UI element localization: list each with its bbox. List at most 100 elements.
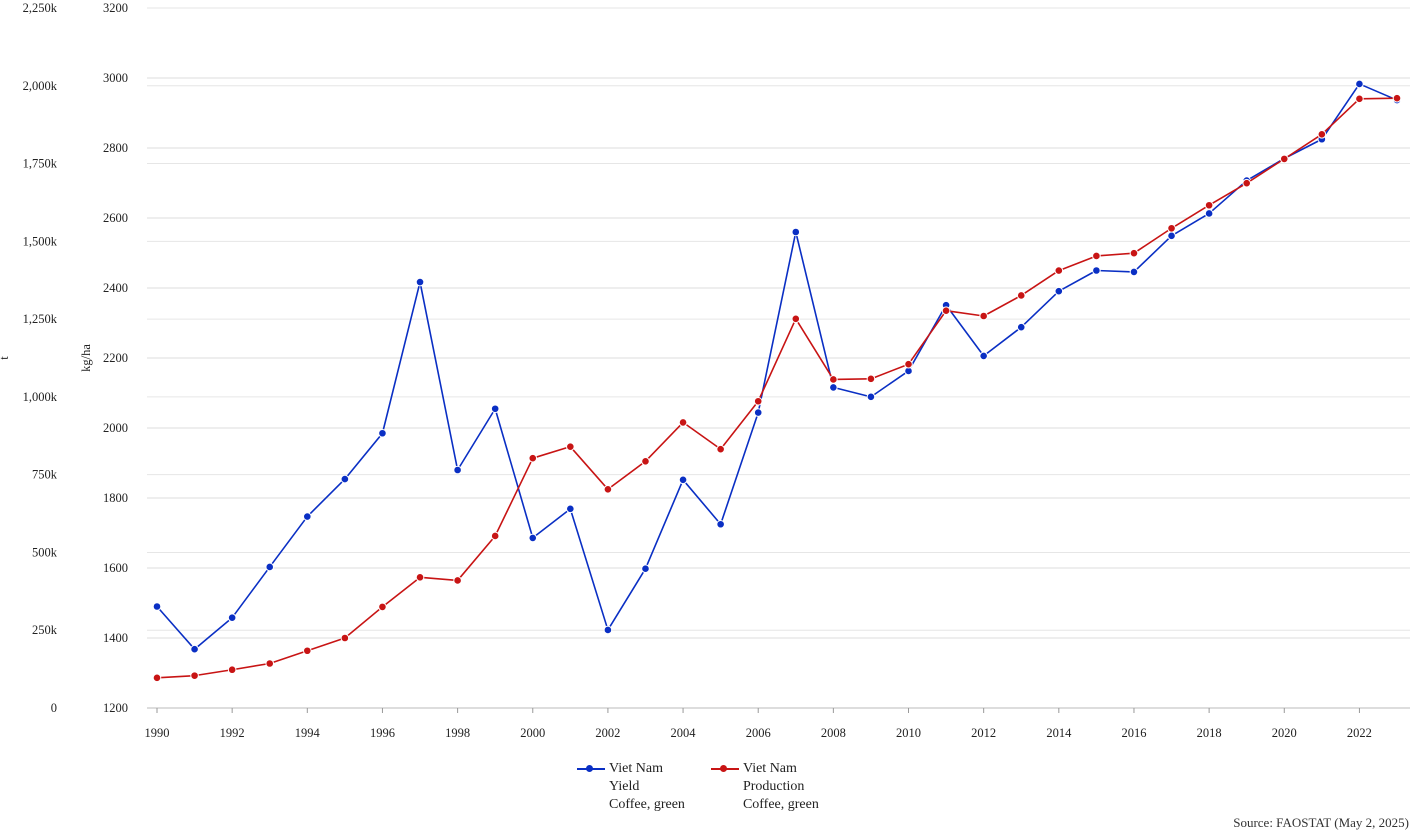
source-note: Source: FAOSTAT (May 2, 2025): [1233, 815, 1409, 830]
data-point-production[interactable]: [528, 453, 538, 463]
data-point-yield[interactable]: [265, 562, 275, 572]
data-point-production[interactable]: [1129, 248, 1139, 258]
series-layer: [152, 79, 1402, 683]
data-point-yield[interactable]: [1092, 266, 1101, 275]
x-tick-label: 1992: [220, 726, 245, 740]
data-point-yield[interactable]: [340, 474, 350, 484]
data-point-yield[interactable]: [1204, 209, 1214, 218]
x-tick-label: 1990: [145, 726, 170, 740]
data-point-yield[interactable]: [1129, 267, 1139, 277]
data-point-production[interactable]: [979, 311, 988, 321]
data-point-yield[interactable]: [190, 644, 199, 654]
data-point-yield[interactable]: [1167, 231, 1176, 241]
data-point-yield[interactable]: [1355, 79, 1364, 89]
data-point-production[interactable]: [1092, 251, 1101, 261]
data-point-yield[interactable]: [415, 277, 425, 287]
data-point-production[interactable]: [716, 444, 725, 454]
data-point-yield[interactable]: [866, 392, 876, 402]
right-tick-label: 2400: [103, 281, 128, 295]
data-point-production[interactable]: [1204, 200, 1214, 210]
data-point-production[interactable]: [1054, 266, 1064, 275]
x-axis-ticks: 1990 1992 1994 1996 1998 2000 2002 2004 2006 2008…: [145, 708, 1372, 740]
data-point-yield[interactable]: [829, 383, 838, 392]
data-point-production[interactable]: [1242, 178, 1251, 188]
series-line-yield: [156, 83, 1398, 651]
x-tick-label: 2004: [671, 726, 697, 740]
data-point-yield[interactable]: [603, 625, 613, 635]
x-tick-label: 2016: [1121, 726, 1146, 740]
x-tick-label: 2000: [520, 726, 545, 740]
legend-item-yield[interactable]: Viet Nam Yield Coffee, green: [577, 760, 685, 814]
data-point-production[interactable]: [1392, 93, 1402, 103]
data-point-yield[interactable]: [566, 504, 575, 514]
x-tick-label: 2020: [1272, 726, 1297, 740]
data-point-yield[interactable]: [1016, 322, 1026, 332]
data-point-yield[interactable]: [678, 475, 688, 485]
data-point-yield[interactable]: [528, 533, 538, 543]
x-tick-label: 2008: [821, 726, 846, 740]
data-point-production[interactable]: [340, 633, 350, 643]
data-point-yield[interactable]: [152, 602, 162, 611]
legend-label-production-line3: Coffee, green: [742, 797, 819, 812]
right-tick-label: 1600: [103, 561, 128, 575]
legend-label-yield-line1: Viet Nam: [609, 761, 663, 776]
legend-label-production-line1: Viet Nam: [742, 761, 797, 776]
data-point-production[interactable]: [1355, 94, 1364, 104]
x-tick-label: 2014: [1046, 726, 1072, 740]
right-tick-label: 3200: [103, 1, 128, 15]
data-point-production[interactable]: [415, 573, 425, 582]
legend-swatch-production: [710, 760, 743, 778]
data-point-production[interactable]: [641, 456, 650, 466]
left-tick-label: 750k: [32, 468, 58, 482]
data-point-production[interactable]: [1279, 154, 1289, 164]
legend-item-production[interactable]: Viet Nam Production Coffee, green: [710, 760, 819, 814]
data-point-production[interactable]: [678, 418, 688, 427]
right-axis-ticks: 1200 1400 1600 1800 2000 2200 2400 2600 2800 3000…: [103, 1, 128, 715]
data-point-yield[interactable]: [378, 428, 387, 438]
data-point-yield[interactable]: [227, 613, 237, 623]
left-tick-label: 2,000k: [23, 79, 58, 93]
data-point-yield[interactable]: [791, 227, 801, 237]
x-tick-label: 1994: [295, 726, 321, 740]
data-point-production[interactable]: [566, 442, 575, 451]
data-point-yield[interactable]: [490, 404, 500, 414]
data-point-yield[interactable]: [641, 564, 650, 574]
data-point-yield[interactable]: [453, 465, 462, 475]
data-point-yield[interactable]: [716, 519, 725, 529]
data-point-production[interactable]: [1167, 223, 1176, 233]
data-point-yield[interactable]: [1054, 286, 1064, 296]
data-point-production[interactable]: [1317, 130, 1327, 139]
right-tick-label: 3000: [103, 71, 128, 85]
data-point-production[interactable]: [753, 396, 763, 406]
data-point-production[interactable]: [227, 665, 237, 675]
left-axis-title: t: [0, 356, 11, 360]
legend-label-yield-line3: Coffee, green: [609, 797, 685, 812]
data-point-yield[interactable]: [753, 408, 763, 417]
x-tick-label: 2012: [971, 726, 996, 740]
legend-label-yield-line2: Yield: [609, 779, 640, 794]
left-axis-ticks: 0 250k 500k 750k 1,000k 1,250k 1,500k 1,750k 2,0…: [23, 1, 58, 715]
data-point-production[interactable]: [190, 671, 199, 680]
data-point-yield[interactable]: [979, 351, 988, 361]
data-point-production[interactable]: [1016, 291, 1026, 300]
data-point-production[interactable]: [265, 659, 275, 668]
data-point-production[interactable]: [866, 374, 876, 384]
data-point-production[interactable]: [829, 375, 838, 384]
x-tick-label: 2018: [1197, 726, 1222, 740]
data-point-production[interactable]: [378, 602, 387, 612]
left-tick-label: 2,250k: [23, 1, 58, 15]
data-point-production[interactable]: [303, 646, 312, 656]
left-tick-label: 1,000k: [23, 390, 58, 404]
left-tick-label: 250k: [32, 623, 58, 637]
x-tick-label: 2022: [1347, 726, 1372, 740]
data-point-production[interactable]: [603, 484, 613, 494]
data-point-production[interactable]: [453, 576, 462, 585]
data-point-production[interactable]: [490, 531, 500, 541]
data-point-production[interactable]: [152, 673, 162, 683]
right-tick-label: 1200: [103, 701, 128, 715]
data-point-production[interactable]: [904, 359, 913, 369]
right-axis-title: kg/ha: [79, 344, 93, 372]
data-point-production[interactable]: [791, 314, 801, 324]
data-point-production[interactable]: [941, 306, 951, 316]
data-point-yield[interactable]: [303, 512, 312, 521]
